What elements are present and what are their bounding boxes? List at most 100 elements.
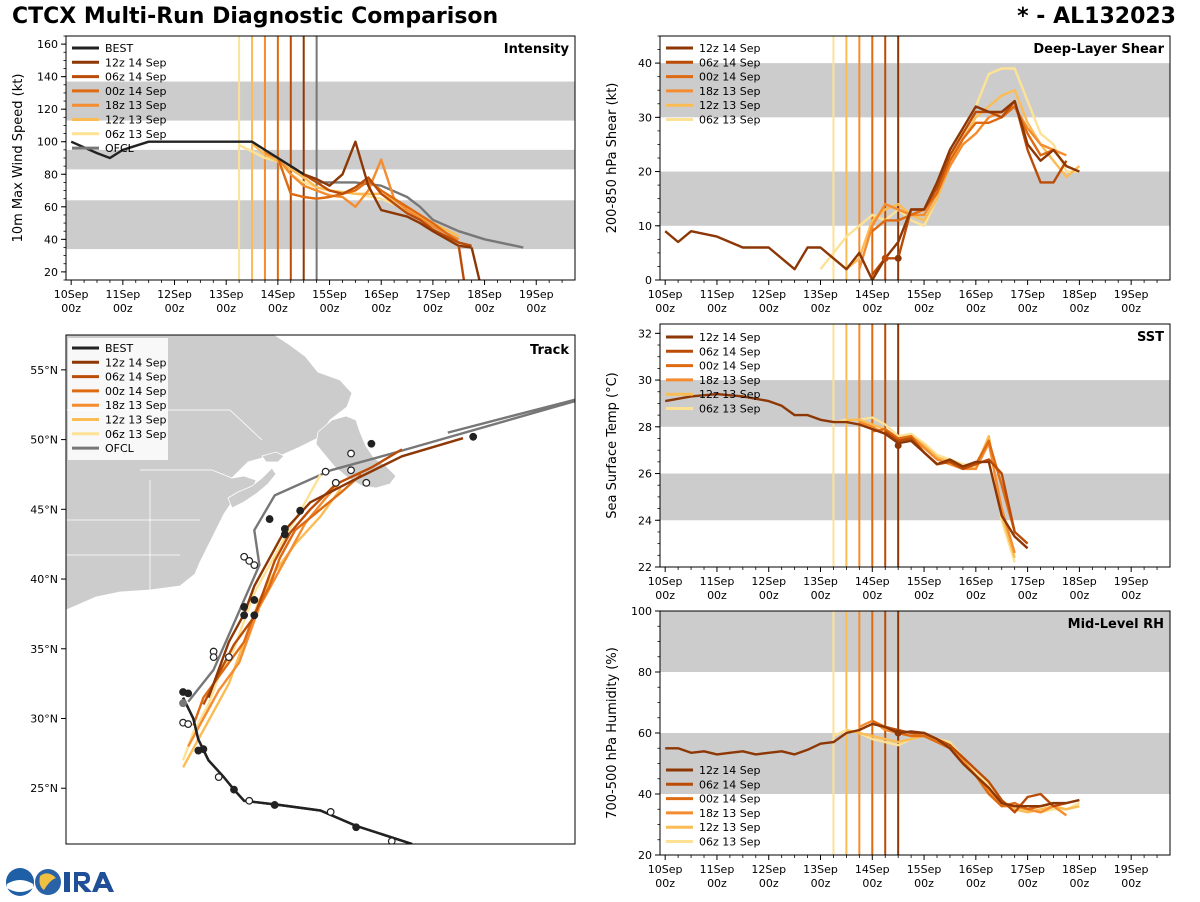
x-tick-label: 14Sep: [855, 863, 890, 876]
x-tick-sublabel: 00z: [371, 302, 391, 315]
x-tick-label: 18Sep: [1062, 863, 1097, 876]
legend-label: 12z 13 Sep: [699, 99, 761, 112]
legend-label: 18z 13 Sep: [105, 399, 167, 412]
band: [66, 149, 575, 170]
y-tick-label: 24: [638, 514, 652, 527]
y-tick-label: 30: [638, 374, 652, 387]
legend-label: 12z 13 Sep: [105, 414, 167, 427]
legend-label: 06z 14 Sep: [699, 56, 761, 69]
panel-title: Intensity: [504, 42, 570, 57]
lat-tick-label: 40°N: [30, 573, 58, 586]
x-tick-label: 11Sep: [700, 575, 735, 588]
legend-label: 12z 14 Sep: [699, 764, 761, 777]
legend-label: 00z 14 Sep: [699, 793, 761, 806]
x-tick-label: 18Sep: [467, 288, 502, 301]
panel-sst: 22242628303210Sep00z11Sep00z12Sep00z13Se…: [605, 323, 1171, 602]
storm-id: * - AL132023: [1017, 4, 1176, 29]
x-tick-label: 16Sep: [958, 288, 993, 301]
x-tick-sublabel: 00z: [1070, 877, 1090, 890]
track-point: [224, 653, 233, 662]
x-tick-label: 16Sep: [958, 575, 993, 588]
x-tick-sublabel: 00z: [966, 877, 986, 890]
panel-intensity: 2040608010012014016010Sep00z11Sep00z12Se…: [11, 35, 576, 315]
legend-label: 06z 14 Sep: [699, 345, 761, 358]
x-tick-label: 15Sep: [907, 863, 942, 876]
x-tick-label: 14Sep: [855, 288, 890, 301]
y-tick-label: 140: [37, 71, 58, 84]
y-tick-label: 26: [638, 468, 652, 481]
series-06z-14-sep: [290, 165, 472, 247]
track-point: [240, 611, 249, 620]
x-tick-label: 19Sep: [1114, 288, 1149, 301]
panel-shear: 01020304010Sep00z11Sep00z12Sep00z13Sep00…: [605, 35, 1171, 315]
track-point: [240, 552, 249, 561]
series-00z-14-sep: [276, 157, 460, 244]
track-ofcl: [187, 398, 575, 703]
lat-tick-label: 35°N: [30, 643, 58, 656]
land-nova-scotia: [227, 467, 277, 509]
x-tick-label: 17Sep: [1010, 575, 1045, 588]
y-tick-label: 40: [44, 233, 58, 246]
x-tick-sublabel: 00z: [966, 302, 986, 315]
plot-area: [660, 324, 1170, 567]
band: [660, 733, 1170, 794]
legend-label: 18z 13 Sep: [699, 85, 761, 98]
y-axis-label: 200-850 hPa Shear (kt): [605, 83, 620, 234]
x-tick-label: 18Sep: [1062, 288, 1097, 301]
track-12z-14-sep: [207, 437, 464, 699]
y-tick-label: 0: [645, 274, 652, 287]
lat-tick-label: 45°N: [30, 503, 58, 516]
x-tick-sublabel: 00z: [707, 877, 727, 890]
track-point: [347, 466, 355, 475]
legend-label: 12z 13 Sep: [699, 388, 761, 401]
figure-title: CTCX Multi-Run Diagnostic Comparison: [12, 4, 499, 29]
x-tick-sublabel: 00z: [526, 302, 546, 315]
y-axis-label: Sea Surface Temp (°C): [605, 372, 620, 519]
panel-track: 25°N30°N35°N40°N45°N50°N55°NTrackBEST12z…: [30, 334, 576, 845]
lat-tick-label: 55°N: [30, 364, 58, 377]
lat-tick-label: 50°N: [30, 434, 58, 447]
x-tick-sublabel: 00z: [914, 302, 934, 315]
track-point: [245, 557, 254, 565]
plot-frame: [659, 323, 1171, 568]
track-point: [265, 515, 274, 523]
x-tick-sublabel: 00z: [423, 302, 443, 315]
legend-label: OFCL: [105, 442, 135, 455]
y-tick-label: 30: [638, 111, 652, 124]
x-tick-label: 16Sep: [364, 288, 399, 301]
track-point: [184, 720, 193, 728]
border-line: [140, 469, 233, 479]
legend-label: 00z 14 Sep: [105, 385, 167, 398]
x-tick-label: 13Sep: [209, 288, 244, 301]
y-tick-label: 40: [638, 57, 652, 70]
track-point: [296, 506, 305, 515]
track-point: [367, 439, 376, 448]
x-tick-label: 12Sep: [751, 288, 786, 301]
y-tick-label: 32: [638, 327, 652, 340]
x-tick-sublabel: 00z: [475, 302, 495, 315]
series-12z-14-sep: [303, 140, 472, 249]
marker-06z-14-sep: [881, 254, 889, 262]
y-axis-label: 10m Max Wind Speed (kt): [11, 74, 26, 243]
x-tick-label: 17Sep: [1010, 288, 1045, 301]
x-tick-label: 17Sep: [1010, 863, 1045, 876]
lat-tick-label: 30°N: [30, 712, 58, 725]
legend-label: 12z 14 Sep: [699, 42, 761, 55]
series-ofcl: [316, 181, 524, 249]
x-tick-label: 15Sep: [312, 288, 347, 301]
x-tick-label: 11Sep: [700, 288, 735, 301]
legend-label: 12z 13 Sep: [105, 114, 167, 127]
x-tick-sublabel: 00z: [811, 877, 831, 890]
legend-label: 12z 13 Sep: [699, 821, 761, 834]
map-frame: [65, 334, 576, 845]
band: [660, 473, 1170, 521]
x-tick-sublabel: 00z: [759, 877, 779, 890]
y-tick-label: 60: [44, 201, 58, 214]
series-best: [70, 140, 305, 176]
legend-label: 12z 14 Sep: [699, 331, 761, 344]
x-tick-label: 13Sep: [803, 575, 838, 588]
y-tick-label: 20: [638, 166, 652, 179]
